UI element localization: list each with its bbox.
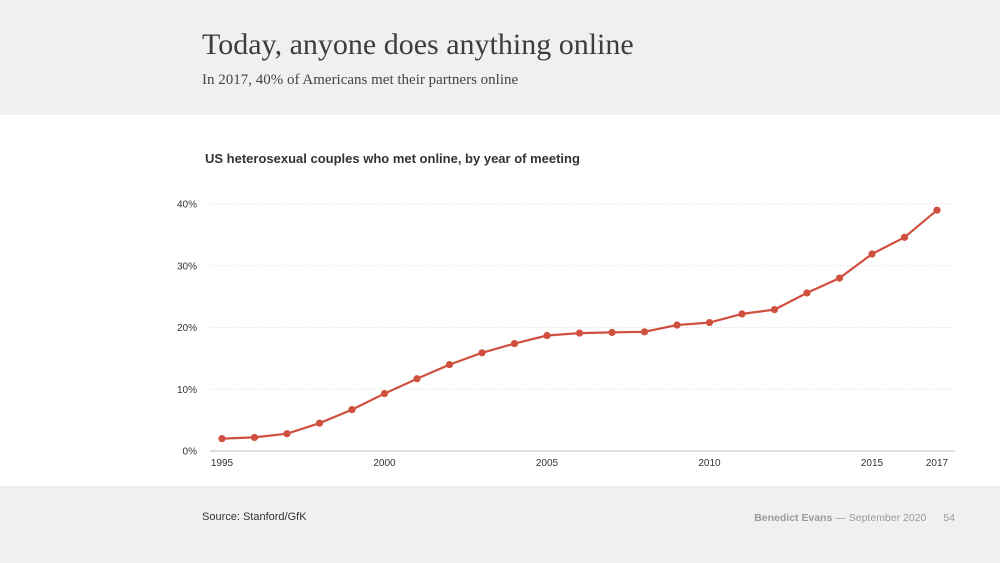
x-tick-label: 2005	[536, 458, 559, 469]
data-point	[283, 430, 291, 438]
header-band	[0, 0, 1000, 115]
data-point	[673, 321, 681, 329]
data-point	[250, 433, 259, 442]
footer-band	[0, 486, 1000, 563]
chart-title: US heterosexual couples who met online, …	[205, 151, 580, 166]
data-point	[218, 435, 226, 443]
data-point	[510, 339, 519, 348]
x-tick-label: 2010	[698, 458, 721, 469]
data-point	[738, 310, 746, 318]
data-point	[835, 274, 844, 282]
page-number: 54	[943, 512, 955, 524]
footer-author: Benedict Evans	[754, 512, 833, 524]
y-tick-label: 40%	[177, 200, 197, 211]
data-point	[380, 389, 389, 398]
series-line-0	[221, 209, 938, 440]
data-point	[868, 250, 876, 258]
y-tick-label: 10%	[177, 385, 197, 396]
grid-layer	[210, 203, 955, 452]
slide-subtitle: In 2017, 40% of Americans met their part…	[202, 72, 519, 88]
y-tick-layer: 0% 10% 20% 30% 40%	[177, 200, 197, 458]
y-tick-label: 30%	[177, 261, 197, 272]
series-layer	[218, 206, 941, 443]
slide-title: Today, anyone does anything online	[202, 28, 634, 61]
x-tick-label: 2000	[373, 458, 396, 469]
data-point	[445, 360, 454, 369]
data-point	[348, 406, 356, 414]
data-point	[575, 329, 584, 337]
data-point	[478, 349, 486, 357]
data-point	[705, 318, 714, 327]
y-tick-label: 0%	[183, 447, 198, 458]
data-point	[640, 328, 649, 336]
x-tick-label: 2015	[861, 458, 884, 469]
data-point	[900, 233, 909, 241]
data-point	[933, 206, 941, 214]
y-tick-label: 20%	[177, 323, 197, 334]
x-tick-layer: 1995 2000 2005 2010 2015 2017	[211, 458, 949, 469]
line-chart: 0% 10% 20% 30% 40% 1995 2000 2005 2010 2015 2017	[177, 200, 955, 469]
footer-date: September 2020	[848, 512, 927, 524]
data-point	[803, 289, 811, 297]
x-tick-label: 1995	[211, 458, 234, 469]
data-point	[608, 328, 616, 337]
footer-separator: —	[835, 512, 846, 524]
data-point	[413, 375, 421, 383]
source-note: Source: Stanford/GfK	[202, 511, 307, 523]
x-tick-label: 2017	[926, 458, 949, 469]
footer-credit: Benedict Evans — September 2020 54	[754, 512, 955, 524]
data-point	[543, 331, 551, 340]
data-point	[770, 305, 779, 314]
data-point	[315, 419, 324, 427]
